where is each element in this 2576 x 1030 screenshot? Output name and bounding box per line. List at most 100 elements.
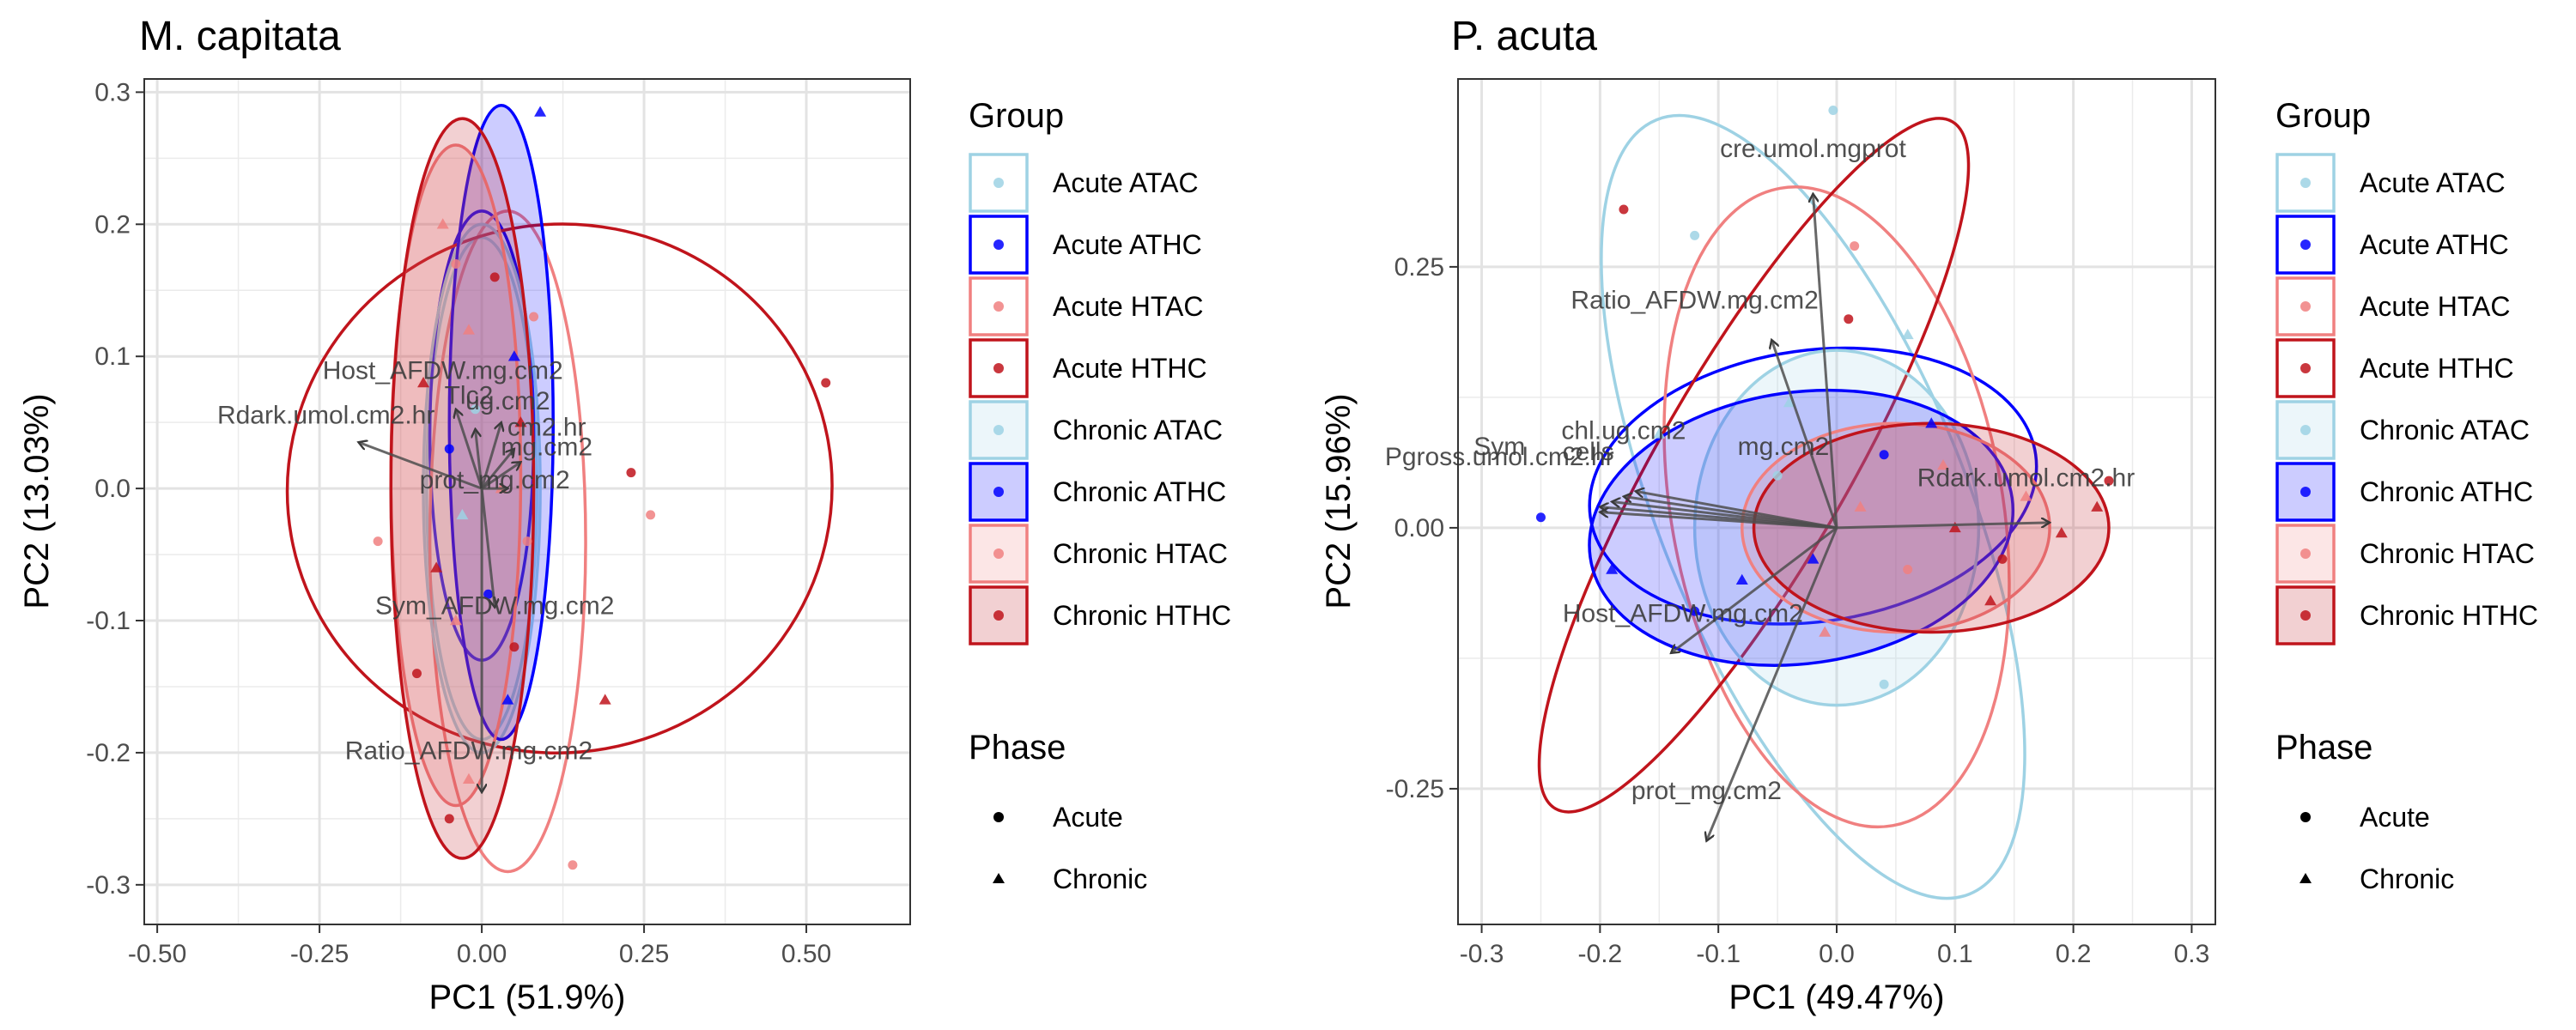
x-axis-label: PC1 (49.47%): [1728, 978, 1944, 1016]
y-axis-ticks: -0.3 -0.2 -0.1 0.0 0.1 0.2 0.3: [86, 78, 144, 900]
legend-phase-label: Acute: [2360, 802, 2430, 833]
loading-label: prot_mg.cm2: [1631, 777, 1782, 805]
loading-label: Ratio_AFDW.mg.cm2: [1571, 287, 1818, 315]
point-acute: [1690, 230, 1700, 240]
loading-arrow: [1836, 523, 2050, 530]
legend-m-capitata: Group Acute ATAC Acute ATHC Acute HTAC Acute…: [969, 97, 1231, 894]
point-acute: [1535, 512, 1546, 523]
y-tick-label: -0.25: [1386, 775, 1444, 803]
legend-item-label: Chronic ATHC: [1053, 476, 1226, 507]
y-axis-label: PC2 (15.96%): [1320, 393, 1358, 609]
point-chronic: [2091, 500, 2104, 512]
loading-label: Host_AFDW.mg.cm2: [323, 356, 563, 385]
loading-arrow: [481, 462, 520, 490]
loading-arrow: [1671, 526, 1838, 653]
x-tick-label: -0.1: [1696, 940, 1741, 968]
point-acute: [2104, 476, 2114, 486]
point-chronic: [1937, 458, 1950, 470]
legend-item-label: Chronic HTHC: [2360, 600, 2538, 631]
x-axis-ticks: -0.3 -0.2 -0.1 0.0 0.1 0.2 0.3: [1460, 924, 2210, 968]
point-acute: [529, 312, 539, 322]
point-acute: [471, 404, 481, 415]
point-acute: [373, 536, 383, 547]
y-tick-label: 0.25: [1394, 253, 1444, 282]
point-chronic: [1854, 500, 1867, 512]
point-chronic: [1819, 626, 1832, 637]
loading-label: ug.cm2: [465, 387, 550, 415]
point-chronic: [1807, 553, 1820, 564]
point-chronic: [1783, 396, 1795, 408]
loading-arrow: [358, 442, 483, 490]
point-acute: [1903, 565, 1913, 575]
legend-phase-label: Chronic: [2360, 863, 2454, 894]
point-acute: [1850, 241, 1860, 251]
x-tick-label: -0.25: [290, 940, 349, 968]
y-axis-ticks: -0.25 0.00 0.25: [1386, 253, 1458, 803]
y-tick-label: -0.2: [86, 739, 131, 767]
loading-arrow: [1813, 194, 1838, 529]
legend-item-label: Acute HTAC: [2360, 291, 2510, 322]
point-chronic: [449, 615, 462, 626]
legend-key-point: [2300, 239, 2311, 250]
x-axis-ticks: -0.50 -0.25 0.00 0.25 0.50: [128, 924, 831, 968]
loading-label: cells: [1563, 438, 1614, 466]
loading-label: chl.ug.cm2: [1561, 417, 1686, 445]
chart-title: P. acuta: [1451, 14, 1597, 59]
loading-arrow: [480, 488, 495, 608]
loading-label: Rdark.umol.cm2.hr: [1917, 464, 2135, 492]
point-acute: [483, 589, 494, 599]
point-chronic: [1606, 563, 1619, 574]
point-acute: [568, 860, 578, 870]
point-chronic: [462, 772, 475, 784]
legend-key-point: [2300, 487, 2311, 497]
point-chronic: [2020, 490, 2032, 501]
x-tick-label: 0.2: [2056, 940, 2092, 968]
ellipse-acute-htac: [1662, 185, 2011, 829]
y-tick-label: 0.1: [94, 342, 131, 371]
legend-key-point: [993, 178, 1004, 188]
point-acute: [1879, 450, 1889, 460]
loading-label: Sym_AFDW.mg.cm2: [375, 591, 614, 620]
x-tick-label: -0.50: [128, 940, 186, 968]
point-acute: [509, 642, 519, 652]
legend-item-label: Chronic HTAC: [2360, 538, 2535, 569]
x-tick-label: -0.3: [1460, 940, 1504, 968]
point-chronic: [507, 350, 520, 361]
legend-item-label: Acute HTHC: [1053, 353, 1207, 384]
legend-item-label: Chronic ATAC: [2360, 415, 2530, 445]
loading-label: Sym: [1473, 433, 1525, 461]
y-tick-label: 0.3: [94, 78, 131, 106]
legend-shape-triangle: [2300, 873, 2312, 883]
point-chronic: [417, 376, 430, 388]
point-acute: [821, 378, 831, 388]
legend-title-phase: Phase: [2275, 729, 2372, 766]
y-tick-label: -0.1: [86, 607, 131, 635]
ellipse-chronic-athc: [1588, 388, 2015, 667]
legend-key-point: [993, 548, 1004, 559]
loading-label: Tlc2: [445, 382, 494, 410]
point-chronic: [436, 218, 449, 229]
legend-title-group: Group: [969, 97, 1064, 135]
loading-arrows: cre.umol.mgprot Ratio_AFDW.mg.cm2 chl.ug.c…: [1385, 135, 2135, 841]
point-acute: [444, 444, 454, 454]
point-chronic: [1735, 573, 1748, 585]
point-acute: [1690, 606, 1700, 616]
point-acute: [451, 258, 461, 269]
point-acute: [444, 814, 454, 824]
legend-item-label: Chronic HTAC: [1053, 538, 1228, 569]
x-tick-label: 0.25: [619, 940, 669, 968]
point-chronic: [501, 694, 514, 705]
legend-shape-circle: [2300, 812, 2311, 822]
x-tick-label: 0.3: [2174, 940, 2210, 968]
ellipse-acute-athc: [1588, 346, 2038, 626]
loading-label: Host_AFDW.mg.cm2: [1563, 599, 1803, 627]
point-acute: [646, 510, 656, 520]
x-tick-label: 0.1: [1937, 940, 1973, 968]
point-acute: [1772, 470, 1783, 481]
point-chronic: [598, 694, 611, 705]
legend-key-point: [993, 425, 1004, 435]
y-tick-label: 0.2: [94, 210, 131, 239]
loading-label: prot_mg.cm2: [420, 466, 570, 494]
point-chronic: [1925, 417, 1938, 428]
